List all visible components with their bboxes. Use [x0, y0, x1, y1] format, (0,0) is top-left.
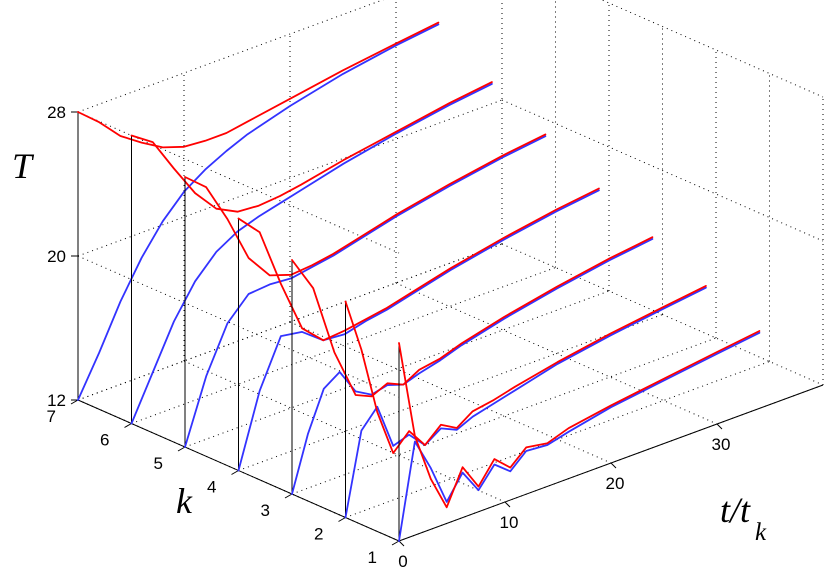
k-tick-label: 2	[314, 525, 323, 544]
k-tick-mark	[231, 470, 239, 475]
t-tick-mark	[398, 540, 405, 547]
floor-grid-t	[395, 282, 718, 425]
k-tick-mark	[124, 423, 132, 428]
side-wall-grid-h	[501, 243, 824, 386]
k-tick-label: 7	[47, 407, 56, 426]
red-series-k3	[291, 236, 654, 398]
z-tick-label: 28	[47, 103, 66, 122]
k-axis-title: k	[176, 481, 193, 521]
blue-series-k6	[130, 83, 493, 425]
t-tick-mark	[716, 423, 723, 430]
k-tick-mark	[177, 446, 186, 452]
blue-series-k5	[184, 135, 547, 448]
red-series-k2	[344, 285, 707, 454]
blue-series-k4	[237, 189, 600, 472]
k-tick-mark	[70, 399, 79, 405]
z-tick-label: 12	[47, 391, 66, 410]
k-tick-label: 3	[261, 501, 270, 520]
red-series-k6	[130, 81, 493, 213]
t-tick-mark	[504, 501, 511, 508]
k-tick-label: 5	[154, 454, 163, 473]
t-tick-label: 10	[500, 513, 519, 532]
t-tick-label: 0	[398, 552, 407, 568]
red-series-k5	[184, 133, 547, 277]
t-tick-label: 20	[606, 474, 625, 493]
k-tick-label: 6	[100, 431, 109, 450]
k-tick-mark	[284, 493, 293, 499]
floor-grid-k	[291, 337, 717, 495]
blue-series-k3	[291, 238, 654, 495]
side-wall-grid-h	[600, 0, 824, 98]
k-tick-label: 4	[207, 478, 216, 497]
floor-grid-k	[131, 267, 556, 424]
t-axis-subscript: k	[755, 519, 767, 546]
floor-grid-t	[183, 360, 506, 503]
back-wall-grid-h	[77, 0, 384, 113]
t-axis-title: t/t	[720, 490, 751, 530]
t-tick-mark	[610, 462, 617, 469]
z-axis-title: T	[12, 146, 35, 186]
t-tick-label: 30	[712, 435, 731, 454]
k-tick-label: 1	[368, 548, 377, 567]
side-wall-grid-h	[501, 99, 824, 242]
red-series-k4	[237, 187, 600, 342]
left-wall-grid-h	[77, 111, 400, 254]
red-series-k7	[77, 21, 440, 149]
series-layer	[77, 21, 761, 542]
blue-series-k1	[398, 331, 761, 542]
z-tick-label: 20	[47, 247, 66, 266]
k-tick-mark	[338, 517, 346, 522]
floor-grid-k	[184, 290, 610, 448]
k-tick-mark	[391, 540, 400, 546]
back-wall-grid-h	[77, 99, 503, 257]
blue-series-k2	[344, 286, 707, 519]
blue-series-k7	[77, 23, 440, 401]
red-series-k1	[398, 330, 761, 509]
floor-grid-t	[289, 321, 612, 464]
